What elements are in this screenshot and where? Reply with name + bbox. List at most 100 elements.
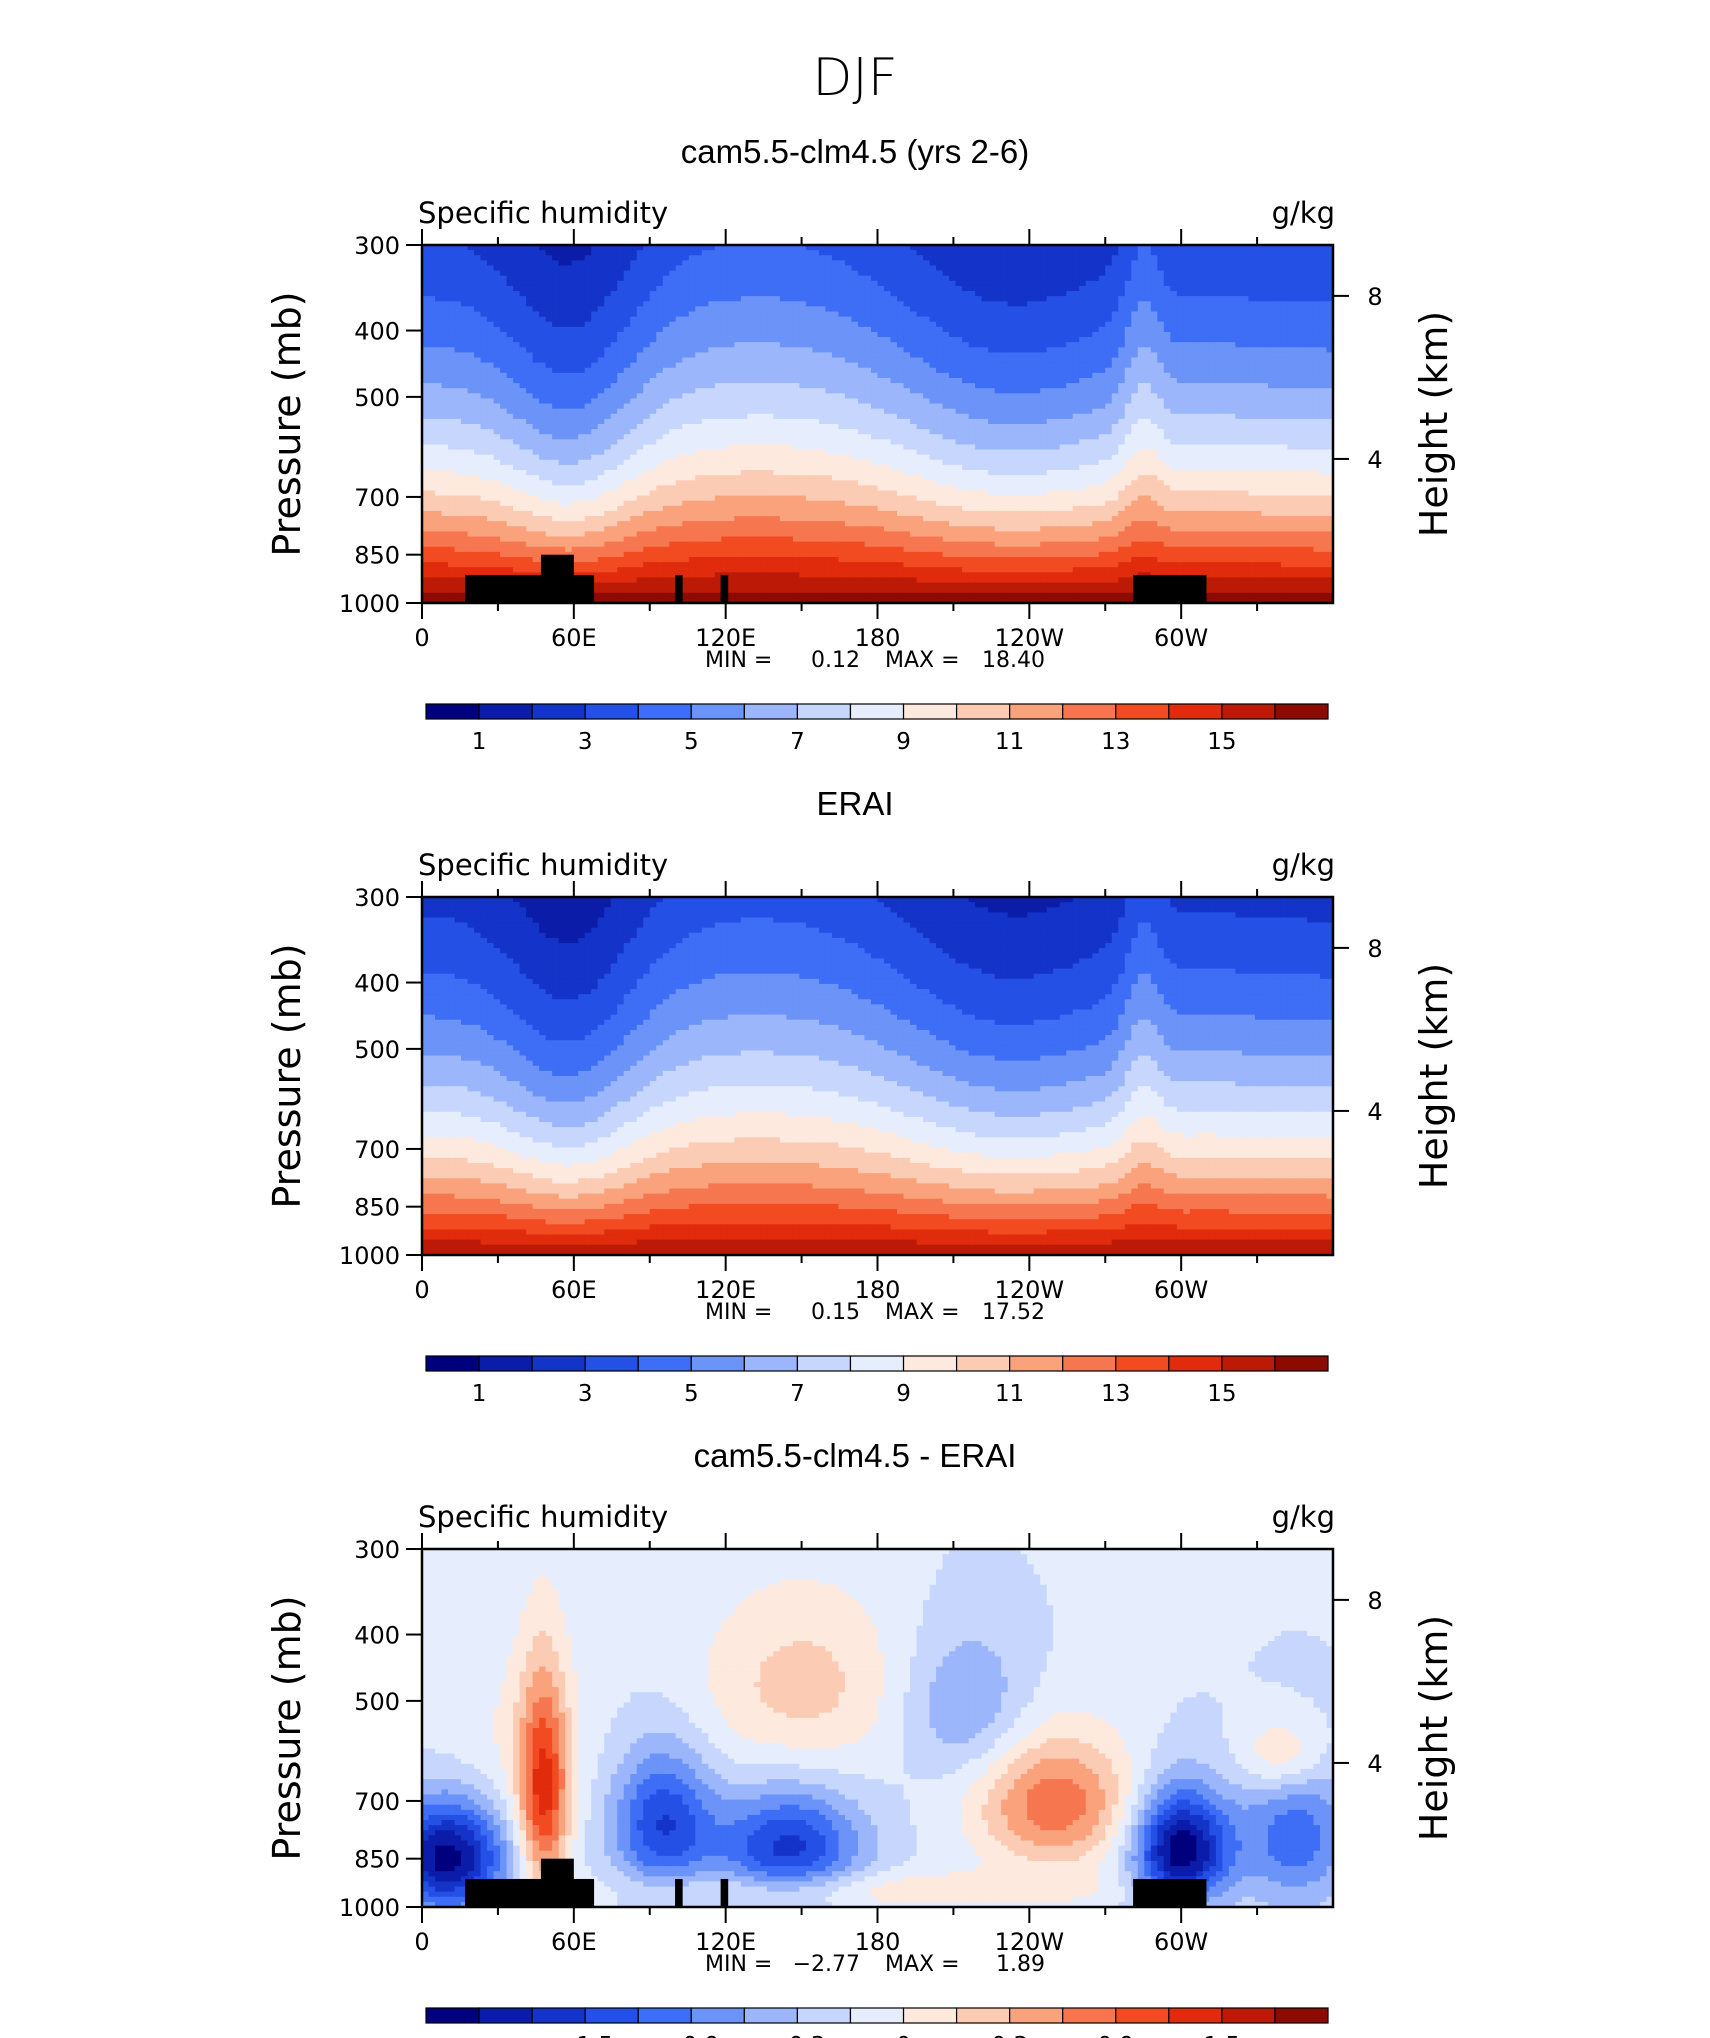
field-cell bbox=[676, 388, 683, 394]
field-cell bbox=[669, 352, 676, 358]
field-cell bbox=[663, 352, 670, 358]
field-cell bbox=[1209, 322, 1216, 328]
field-cell bbox=[832, 347, 839, 353]
field-cell bbox=[1118, 281, 1125, 287]
field-cell bbox=[949, 291, 956, 297]
field-cell bbox=[546, 373, 553, 379]
field-cell bbox=[773, 276, 780, 282]
field-cell bbox=[910, 327, 917, 333]
field-cell bbox=[1021, 332, 1028, 338]
field-cell bbox=[455, 337, 462, 343]
field-cell bbox=[1242, 276, 1249, 282]
field-cell bbox=[552, 301, 559, 307]
field-cell bbox=[1222, 250, 1229, 256]
field-cell bbox=[474, 363, 481, 369]
field-cell bbox=[1274, 296, 1281, 302]
field-cell bbox=[708, 342, 715, 348]
field-cell bbox=[578, 281, 585, 287]
field-cell bbox=[767, 317, 774, 323]
field-cell bbox=[1164, 306, 1171, 312]
field-cell bbox=[1177, 322, 1184, 328]
field-cell bbox=[461, 260, 468, 266]
field-cell bbox=[767, 291, 774, 297]
field-cell bbox=[1060, 393, 1067, 399]
field-cell bbox=[682, 317, 689, 323]
field-cell bbox=[1177, 260, 1184, 266]
field-cell bbox=[760, 327, 767, 333]
field-cell bbox=[572, 342, 579, 348]
field-cell bbox=[884, 373, 891, 379]
field-cell bbox=[429, 250, 436, 256]
field-cell bbox=[858, 393, 865, 399]
field-cell bbox=[1021, 265, 1028, 271]
field-cell bbox=[1274, 398, 1281, 404]
field-cell bbox=[676, 317, 683, 323]
field-cell bbox=[995, 368, 1002, 374]
field-cell bbox=[1242, 383, 1249, 389]
field-cell bbox=[1086, 409, 1093, 415]
field-cell bbox=[1144, 388, 1151, 394]
field-cell bbox=[1209, 327, 1216, 333]
field-cell bbox=[624, 388, 631, 394]
field-cell bbox=[793, 378, 800, 384]
field-cell bbox=[1196, 383, 1203, 389]
field-cell bbox=[1287, 373, 1294, 379]
field-cell bbox=[995, 306, 1002, 312]
field-cell bbox=[1092, 306, 1099, 312]
field-cell bbox=[565, 332, 572, 338]
field-cell bbox=[682, 414, 689, 420]
field-cell bbox=[995, 378, 1002, 384]
field-cell bbox=[1235, 296, 1242, 302]
field-cell bbox=[689, 378, 696, 384]
field-cell bbox=[1040, 388, 1047, 394]
field-cell bbox=[923, 265, 930, 271]
field-cell bbox=[1274, 291, 1281, 297]
field-cell bbox=[1138, 291, 1145, 297]
field-cell bbox=[572, 352, 579, 358]
field-cell bbox=[572, 265, 579, 271]
field-cell bbox=[682, 393, 689, 399]
field-cell bbox=[630, 368, 637, 374]
field-cell bbox=[715, 337, 722, 343]
field-cell bbox=[1060, 342, 1067, 348]
field-cell bbox=[858, 414, 865, 420]
field-cell bbox=[513, 286, 520, 292]
field-cell bbox=[767, 296, 774, 302]
field-cell bbox=[943, 296, 950, 302]
field-cell bbox=[995, 255, 1002, 261]
field-cell bbox=[643, 398, 650, 404]
field-cell bbox=[891, 424, 898, 430]
field-cell bbox=[1190, 265, 1197, 271]
field-cell bbox=[591, 276, 598, 282]
field-cell bbox=[956, 301, 963, 307]
field-cell bbox=[474, 414, 481, 420]
field-cell bbox=[1053, 409, 1060, 415]
field-cell bbox=[689, 276, 696, 282]
field-cell bbox=[1196, 306, 1203, 312]
field-cell bbox=[1157, 368, 1164, 374]
field-cell bbox=[773, 378, 780, 384]
field-cell bbox=[468, 317, 475, 323]
field-cell bbox=[1118, 368, 1125, 374]
field-cell bbox=[871, 414, 878, 420]
field-cell bbox=[721, 301, 728, 307]
field-cell bbox=[1112, 373, 1119, 379]
field-cell bbox=[585, 419, 592, 425]
field-cell bbox=[1300, 291, 1307, 297]
field-cell bbox=[481, 373, 488, 379]
field-cell bbox=[988, 378, 995, 384]
field-cell bbox=[1287, 276, 1294, 282]
field-cell bbox=[1073, 317, 1080, 323]
field-cell bbox=[1307, 271, 1314, 277]
field-cell bbox=[494, 393, 501, 399]
field-cell bbox=[923, 322, 930, 328]
field-cell bbox=[904, 337, 911, 343]
field-cell bbox=[1086, 322, 1093, 328]
field-cell bbox=[1274, 373, 1281, 379]
field-cell bbox=[468, 281, 475, 287]
field-cell bbox=[624, 383, 631, 389]
field-cell bbox=[812, 414, 819, 420]
field-cell bbox=[819, 250, 826, 256]
field-cell bbox=[871, 378, 878, 384]
field-cell bbox=[949, 398, 956, 404]
